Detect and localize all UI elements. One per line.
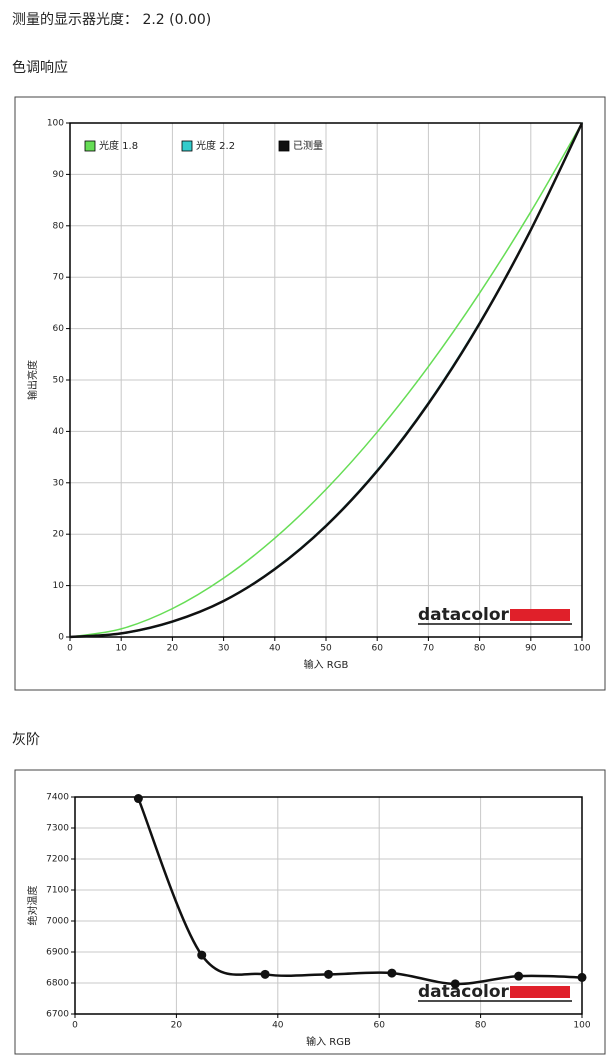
x-tick-label: 60 [371, 644, 383, 654]
watermark-bar [510, 986, 570, 998]
y-tick-label: 20 [53, 530, 65, 540]
x-tick-label: 100 [573, 644, 590, 654]
legend-label: 光度 1.8 [99, 139, 138, 152]
y-tick-label: 90 [53, 170, 65, 180]
y-tick-label: 40 [53, 427, 65, 437]
section-title: 灰阶 [12, 732, 40, 748]
data-point [260, 969, 270, 979]
watermark: datacolor [418, 982, 510, 1002]
x-tick-label: 70 [423, 644, 435, 654]
y-tick-label: 6700 [46, 1010, 69, 1020]
x-tick-label: 50 [320, 644, 332, 654]
chart-frame [14, 769, 606, 1055]
x-tick-label: 30 [218, 644, 230, 654]
series-line [69, 122, 583, 638]
data-point [514, 971, 524, 981]
legend-label: 已测量 [293, 139, 323, 152]
data-point [387, 968, 397, 978]
y-tick-label: 60 [53, 324, 65, 334]
section-title: 色调响应 [12, 59, 68, 76]
data-point [133, 794, 143, 804]
data-point [577, 972, 587, 982]
plot-area [74, 796, 583, 1015]
x-tick-label: 0 [72, 1021, 78, 1031]
summary: 测量的显示器光度： 2.2 (0.00) [12, 12, 211, 28]
y-tick-label: 6900 [46, 948, 69, 958]
plot-area [69, 122, 583, 638]
x-tick-label: 60 [373, 1021, 385, 1031]
legend-swatch [84, 140, 96, 152]
legend-swatch [278, 140, 290, 152]
x-tick-label: 40 [269, 644, 281, 654]
y-tick-label: 30 [53, 478, 65, 488]
y-tick-label: 7100 [46, 886, 69, 896]
x-tick-label: 90 [525, 644, 537, 654]
series-line [137, 798, 583, 986]
y-tick-label: 100 [47, 119, 64, 129]
x-tick-label: 20 [167, 644, 179, 654]
data-point [450, 979, 460, 989]
y-tick-label: 6800 [46, 979, 69, 989]
watermark: datacolor [418, 605, 510, 625]
x-tick-label: 40 [272, 1021, 284, 1031]
data-point [324, 969, 333, 979]
chart-frame [14, 96, 606, 691]
y-tick-label: 10 [53, 581, 65, 591]
y-tick-label: 7000 [46, 917, 69, 927]
y-tick-label: 7200 [46, 855, 69, 865]
x-tick-label: 10 [115, 644, 127, 654]
x-tick-label: 100 [573, 1021, 590, 1031]
series-line [69, 122, 584, 639]
legend-swatch [181, 140, 193, 152]
y-axis-label: 绝对温度 [26, 886, 39, 926]
watermark-bar [510, 609, 570, 621]
y-tick-label: 70 [53, 273, 65, 283]
x-tick-label: 80 [474, 644, 486, 654]
y-tick-label: 0 [58, 633, 64, 643]
y-tick-label: 7300 [46, 824, 69, 834]
x-axis-label: 输入 RGB [306, 1035, 351, 1048]
y-tick-label: 50 [53, 376, 65, 386]
y-tick-label: 80 [53, 221, 65, 231]
x-axis-label: 输入 RGB [304, 658, 349, 671]
y-tick-label: 7400 [46, 793, 69, 803]
x-tick-label: 20 [171, 1021, 183, 1031]
x-tick-label: 80 [475, 1021, 487, 1031]
y-axis-label: 输出亮度 [26, 360, 39, 400]
x-tick-label: 0 [67, 644, 73, 654]
data-point [197, 950, 207, 960]
legend-label: 光度 2.2 [196, 139, 235, 152]
